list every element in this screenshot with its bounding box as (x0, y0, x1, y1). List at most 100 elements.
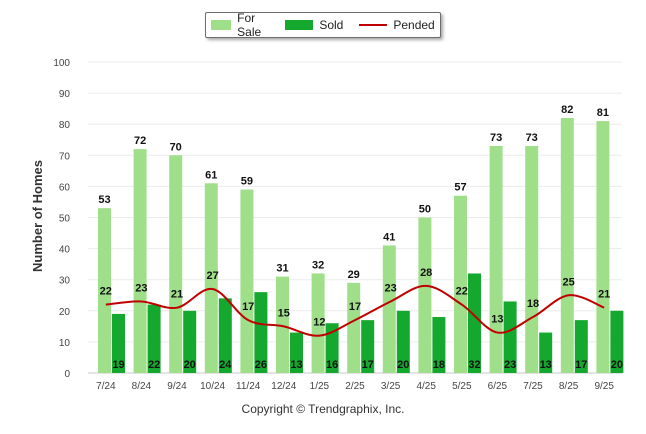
pended-value-label: 23 (135, 282, 147, 294)
sold-value-label: 18 (433, 359, 445, 371)
y-tick-label: 100 (53, 58, 70, 69)
bar-for-sale-12/24 (276, 276, 289, 373)
bar-for-sale-4/25 (418, 217, 432, 373)
x-tick-label: 9/25 (594, 381, 614, 392)
x-tick-label: 6/25 (488, 381, 508, 392)
bar-for-sale-9/25 (596, 121, 610, 373)
bar-sold-6/25 (503, 301, 517, 373)
y-tick-label: 60 (59, 182, 71, 193)
y-tick-label: 90 (59, 89, 71, 100)
bar-for-sale-6/25 (489, 145, 503, 373)
pended-value-label: 15 (278, 307, 290, 319)
copyright-credit: Copyright © Trendgraphix, Inc. (241, 402, 405, 416)
x-tick-label: 8/25 (559, 381, 579, 392)
pended-value-label: 25 (562, 276, 574, 288)
bar-sold-7/24 (112, 313, 125, 373)
pended-value-label: 21 (598, 289, 610, 301)
sold-value-label: 22 (148, 359, 160, 371)
x-tick-label: 10/24 (200, 381, 225, 392)
y-tick-label: 70 (59, 151, 71, 162)
for-sale-value-label: 73 (490, 132, 502, 144)
x-tick-label: 3/25 (381, 381, 401, 392)
legend: For Sale Sold Pended (205, 11, 441, 39)
bar-sold-1/25 (325, 323, 339, 373)
legend-label-pended: Pended (393, 18, 435, 32)
for-sale-value-label: 50 (419, 204, 431, 216)
x-tick-label: 8/24 (132, 381, 152, 392)
for-sale-value-label: 57 (454, 182, 466, 194)
y-tick-label: 40 (59, 245, 71, 256)
y-tick-label: 0 (64, 369, 70, 380)
bar-sold-3/25 (396, 310, 410, 373)
sold-swatch (285, 20, 314, 30)
for-sale-value-label: 29 (348, 269, 360, 281)
x-tick-label: 12/24 (271, 381, 296, 392)
for-sale-value-label: 59 (241, 176, 253, 188)
pended-value-label: 17 (242, 301, 254, 313)
pended-value-label: 18 (527, 298, 539, 310)
for-sale-value-label: 82 (561, 104, 573, 116)
x-tick-label: 11/24 (236, 381, 261, 392)
bar-sold-11/24 (254, 292, 268, 373)
pended-value-label: 27 (206, 270, 218, 282)
pended-value-label: 22 (456, 286, 468, 298)
bar-for-sale-2/25 (347, 282, 361, 373)
bar-sold-9/25 (610, 310, 624, 373)
pended-value-label: 23 (384, 282, 396, 294)
pended-value-label: 21 (171, 289, 183, 301)
bar-sold-7/25 (539, 332, 553, 373)
y-tick-label: 30 (59, 276, 71, 287)
y-axis-label: Number of Homes (30, 160, 45, 272)
x-tick-label: 4/25 (416, 381, 436, 392)
for-sale-value-label: 53 (98, 194, 110, 206)
pended-swatch (359, 24, 388, 26)
pended-line (105, 284, 605, 337)
sold-value-label: 20 (184, 359, 196, 371)
sold-value-label: 17 (575, 359, 587, 371)
sold-value-label: 20 (611, 359, 623, 371)
bar-sold-9/24 (183, 310, 197, 373)
bar-for-sale-8/24 (133, 149, 147, 373)
legend-item-pended[interactable]: Pended (359, 18, 435, 32)
sold-value-label: 23 (504, 359, 516, 371)
y-tick-label: 20 (59, 307, 71, 318)
bar-sold-2/25 (361, 320, 375, 373)
y-tick-label: 80 (59, 120, 71, 131)
bar-for-sale-7/25 (525, 145, 539, 373)
bar-for-sale-1/25 (311, 273, 325, 373)
sold-value-label: 16 (326, 359, 338, 371)
bar-for-sale-7/24 (98, 208, 111, 373)
for-sale-swatch (211, 20, 232, 30)
bar-sold-8/25 (574, 320, 588, 373)
y-tick-label: 50 (59, 214, 71, 225)
for-sale-value-label: 72 (134, 135, 146, 147)
sold-value-label: 13 (540, 359, 552, 371)
sold-value-label: 32 (468, 359, 480, 371)
legend-label-sold: Sold (319, 18, 344, 32)
sold-value-label: 20 (397, 359, 409, 371)
y-tick-label: 10 (59, 338, 71, 349)
for-sale-value-label: 73 (526, 132, 538, 144)
bar-sold-12/24 (290, 332, 303, 373)
pended-value-label: 17 (349, 301, 361, 313)
for-sale-value-label: 61 (205, 169, 217, 181)
bar-sold-5/25 (468, 273, 481, 373)
pended-value-label: 13 (491, 314, 503, 326)
sold-value-label: 24 (219, 359, 232, 371)
for-sale-value-label: 31 (276, 263, 288, 275)
bar-for-sale-3/25 (382, 245, 396, 373)
sold-value-label: 17 (362, 359, 374, 371)
x-tick-label: 7/25 (523, 381, 543, 392)
pended-value-label: 22 (100, 286, 112, 298)
for-sale-value-label: 41 (383, 231, 395, 243)
bar-for-sale-9/24 (169, 155, 183, 373)
legend-item-for-sale[interactable]: For Sale (211, 11, 269, 39)
for-sale-value-label: 32 (312, 259, 324, 271)
bar-for-sale-8/25 (560, 117, 574, 373)
pended-value-label: 28 (420, 267, 432, 279)
legend-label-for-sale: For Sale (237, 11, 262, 39)
for-sale-value-label: 70 (170, 141, 182, 153)
legend-item-sold[interactable]: Sold (285, 18, 343, 32)
x-tick-label: 2/25 (345, 381, 365, 392)
